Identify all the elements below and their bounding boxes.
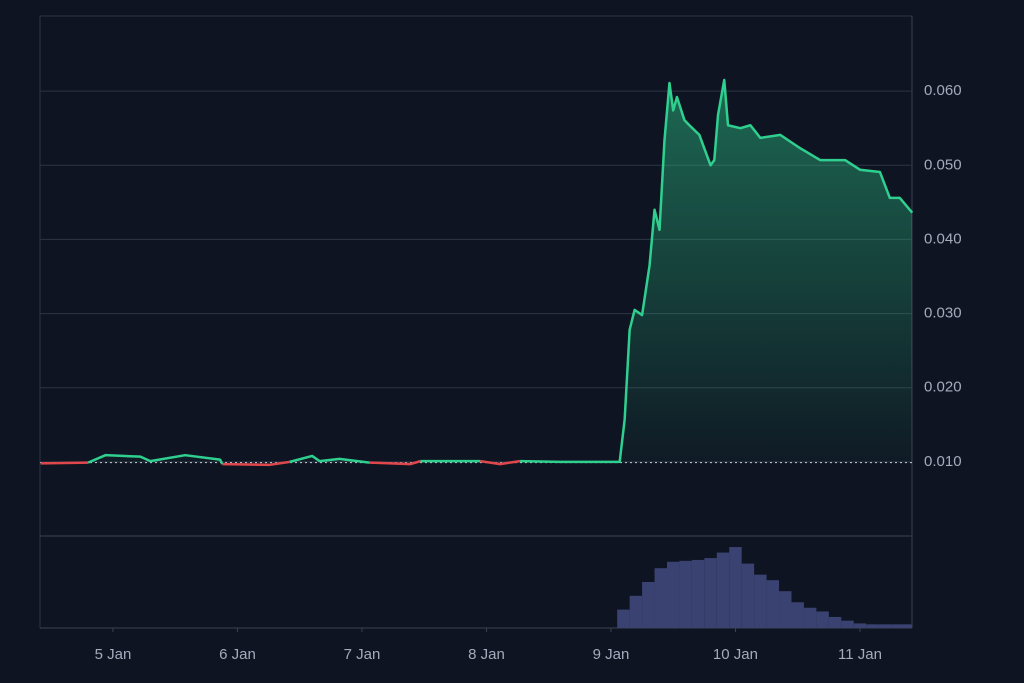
x-tick-label: 8 Jan bbox=[468, 646, 505, 663]
x-tick-label: 10 Jan bbox=[713, 646, 758, 663]
volume-bar bbox=[754, 574, 767, 628]
volume-bar bbox=[853, 623, 867, 628]
volume-bar bbox=[666, 561, 680, 628]
volume-bar bbox=[779, 591, 792, 628]
y-tick-label: 0.020 bbox=[924, 379, 962, 396]
volume-bar bbox=[716, 552, 730, 628]
x-tick-label: 6 Jan bbox=[219, 646, 256, 663]
price-line bbox=[40, 461, 89, 465]
x-tick-label: 11 Jan bbox=[838, 646, 882, 663]
volume-bar bbox=[903, 624, 912, 628]
y-tick-label: 0.050 bbox=[924, 156, 962, 173]
price-line bbox=[289, 454, 370, 464]
volume-bar bbox=[729, 547, 742, 628]
volume-bar bbox=[766, 580, 780, 628]
volume-bar bbox=[704, 558, 717, 628]
y-tick-label: 0.010 bbox=[924, 453, 962, 470]
volume-bar bbox=[629, 595, 643, 628]
y-tick-label: 0.040 bbox=[924, 230, 962, 247]
volume-bar bbox=[878, 624, 892, 628]
volume-bar bbox=[741, 563, 755, 628]
x-tick-label: 9 Jan bbox=[593, 646, 630, 663]
volume-bar bbox=[654, 568, 667, 628]
volume-bar bbox=[679, 560, 692, 628]
price-line bbox=[369, 459, 421, 466]
volume-bar bbox=[691, 559, 705, 628]
volume-bar bbox=[828, 616, 842, 628]
volume-bar bbox=[642, 582, 655, 628]
price-line bbox=[87, 453, 224, 465]
volume-bar bbox=[866, 624, 879, 628]
area bbox=[88, 80, 912, 463]
x-tick-label: 7 Jan bbox=[344, 646, 381, 663]
y-tick-label: 0.030 bbox=[924, 305, 962, 322]
y-tick-label: 0.060 bbox=[924, 82, 962, 99]
volume-bar bbox=[791, 602, 804, 628]
volume-bar bbox=[841, 620, 854, 628]
volume-bar bbox=[816, 611, 829, 628]
price-line bbox=[222, 460, 290, 467]
price-line bbox=[480, 459, 521, 466]
volume-bar bbox=[617, 609, 630, 628]
volume-bar bbox=[803, 607, 817, 628]
price-line bbox=[520, 78, 914, 464]
x-tick-label: 5 Jan bbox=[95, 646, 132, 663]
volume-bar bbox=[891, 624, 904, 628]
